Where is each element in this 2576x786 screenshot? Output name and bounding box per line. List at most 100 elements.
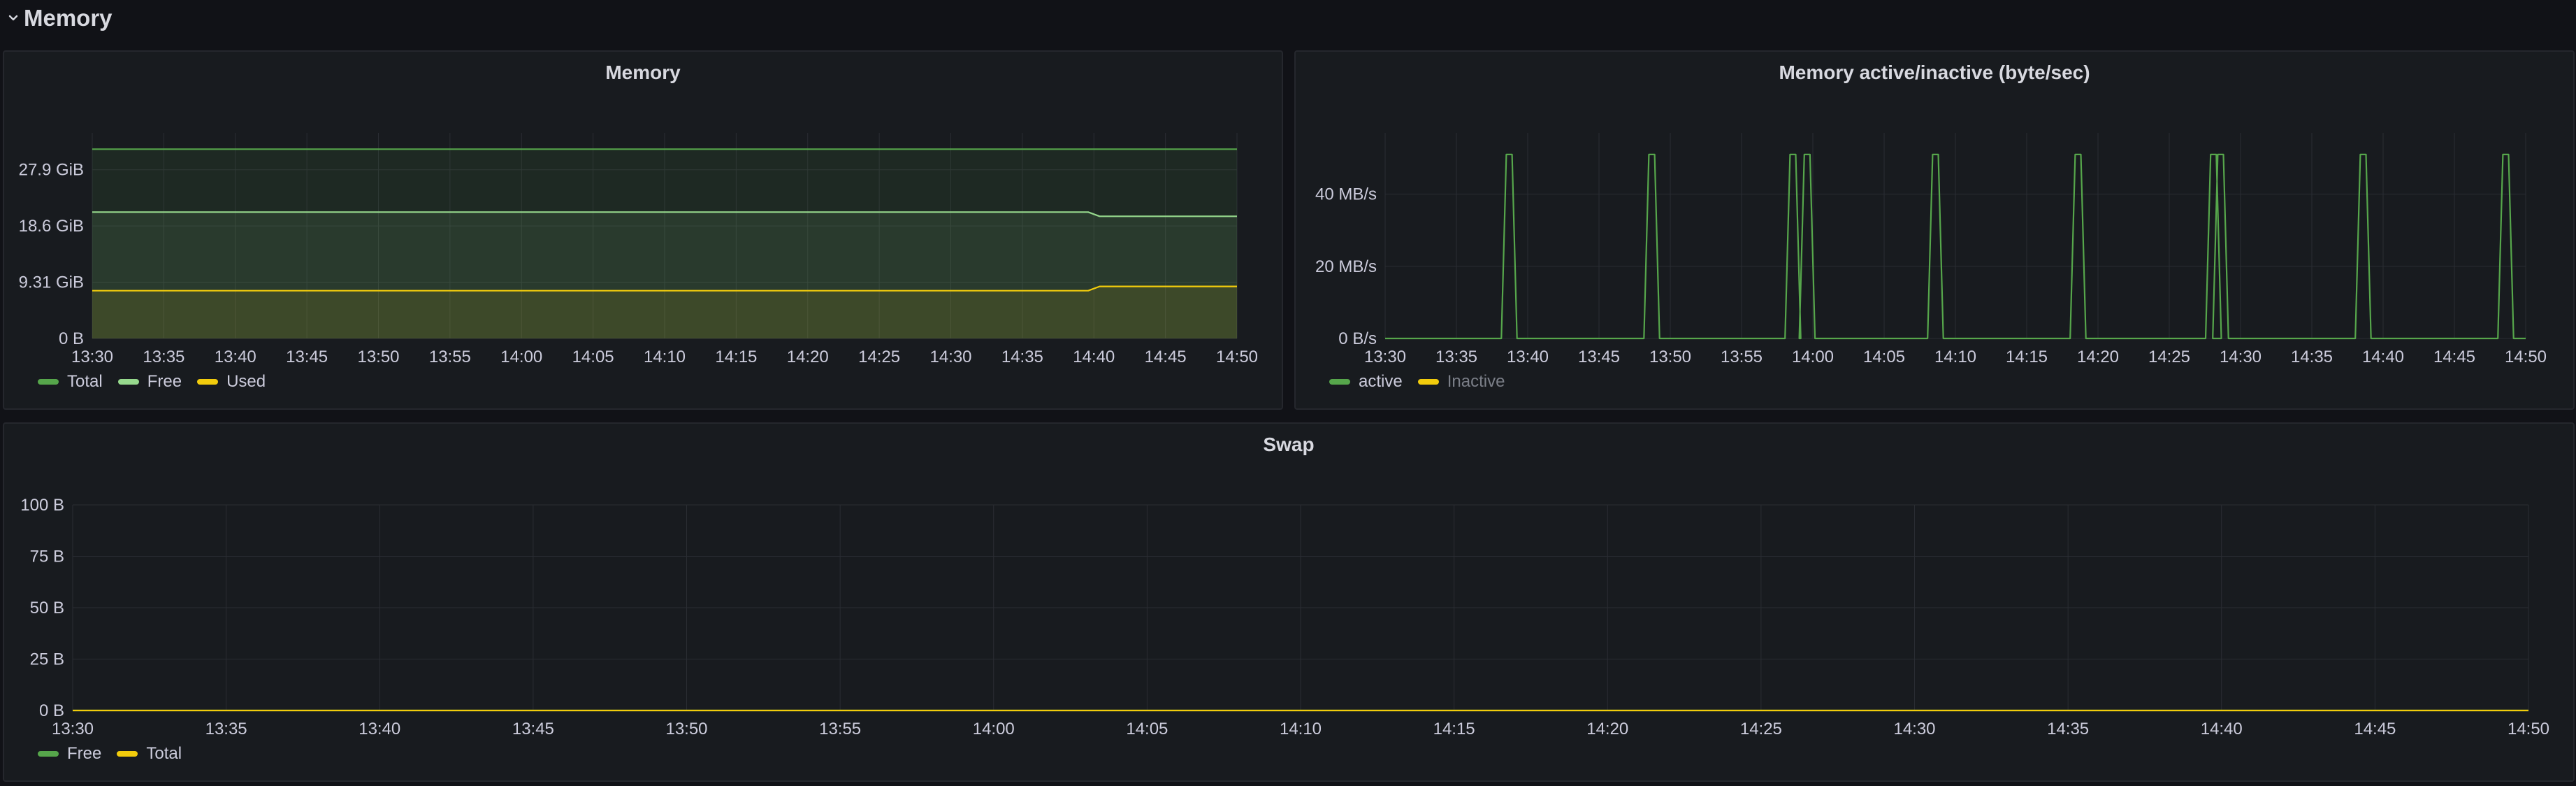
series-line-active bbox=[1385, 153, 2526, 340]
x-tick-label: 14:50 bbox=[1216, 348, 1258, 366]
row-header-memory[interactable]: Memory bbox=[0, 0, 2576, 36]
x-tick-label: 13:45 bbox=[512, 720, 554, 738]
x-tick-label: 14:05 bbox=[572, 348, 614, 366]
legend-swatch bbox=[38, 751, 59, 757]
x-tick-label: 14:25 bbox=[858, 348, 900, 366]
legend-item-used[interactable]: Used bbox=[197, 372, 266, 392]
y-tick-label: 20 MB/s bbox=[1315, 257, 1377, 276]
x-tick-label: 14:35 bbox=[1001, 348, 1043, 366]
series-line-free bbox=[92, 211, 1237, 217]
x-tick-label: 14:10 bbox=[1934, 348, 1976, 366]
x-tick-label: 14:10 bbox=[644, 348, 686, 366]
x-tick-label: 13:40 bbox=[1507, 348, 1549, 366]
x-tick-label: 13:55 bbox=[1721, 348, 1763, 366]
legend-swatch bbox=[117, 751, 138, 757]
memory-chart[interactable]: 13:30 13:35 13:40 13:45 13:50 13:55 14:00 14:05… bbox=[4, 52, 1285, 411]
x-tick-label: 14:30 bbox=[1893, 720, 1935, 738]
panel-title[interactable]: Swap bbox=[1263, 434, 1315, 455]
x-tick-label: 13:55 bbox=[819, 720, 861, 738]
x-tick-label: 13:30 bbox=[1364, 348, 1406, 366]
legend-swatch bbox=[38, 379, 59, 385]
x-tick-label: 14:40 bbox=[2201, 720, 2243, 738]
x-tick-label: 14:05 bbox=[1863, 348, 1905, 366]
x-tick-label: 14:20 bbox=[2077, 348, 2119, 366]
series-area-free bbox=[92, 212, 1237, 338]
y-tick-label: 0 B bbox=[39, 701, 64, 720]
y-tick-label: 40 MB/s bbox=[1315, 185, 1377, 204]
legend-swatch bbox=[197, 379, 219, 385]
x-tick-label: 14:15 bbox=[1433, 720, 1475, 738]
x-tick-label: 13:30 bbox=[52, 720, 94, 738]
x-tick-label: 14:45 bbox=[2354, 720, 2396, 738]
swap-chart[interactable]: 13:30 13:35 13:40 13:45 13:50 13:55 14:00 14:05… bbox=[4, 424, 2576, 783]
y-tick-label: 0 B/s bbox=[1338, 329, 1377, 348]
x-tick-label: 13:45 bbox=[286, 348, 328, 366]
x-tick-label: 14:30 bbox=[929, 348, 971, 366]
legend-label: Total bbox=[146, 744, 182, 763]
panel-memory[interactable]: Memory 13:30 13:35 13:40 13:45 13:50 13:55 14:… bbox=[3, 50, 1283, 410]
x-tick-label: 14:15 bbox=[715, 348, 757, 366]
x-tick-label: 14:05 bbox=[1126, 720, 1168, 738]
x-tick-label: 14:45 bbox=[1145, 348, 1187, 366]
legend-item-free[interactable]: Free bbox=[38, 744, 101, 764]
x-tick-label: 14:10 bbox=[1280, 720, 1322, 738]
legend-item-total[interactable]: Total bbox=[117, 744, 182, 764]
legend-item-inactive[interactable]: Inactive bbox=[1417, 372, 1505, 392]
panel-title[interactable]: Memory active/inactive (byte/sec) bbox=[1779, 62, 2090, 83]
legend-swatch bbox=[1417, 379, 1439, 385]
legend-label: Total bbox=[67, 372, 103, 391]
y-tick-label: 27.9 GiB bbox=[19, 161, 84, 180]
y-tick-label: 75 B bbox=[30, 548, 64, 566]
x-tick-label: 14:20 bbox=[1586, 720, 1628, 738]
x-tick-label: 14:00 bbox=[500, 348, 542, 366]
x-tick-label: 14:15 bbox=[2006, 348, 2048, 366]
chevron-down-icon[interactable] bbox=[4, 0, 24, 36]
legend: Total Free Used bbox=[38, 372, 266, 392]
x-tick-label: 14:25 bbox=[2148, 348, 2190, 366]
y-tick-label: 25 B bbox=[30, 650, 64, 669]
x-tick-label: 14:00 bbox=[1792, 348, 1834, 366]
x-tick-label: 13:40 bbox=[215, 348, 256, 366]
legend-label: Inactive bbox=[1447, 372, 1505, 391]
x-tick-label: 14:25 bbox=[1740, 720, 1782, 738]
legend-item-free[interactable]: Free bbox=[117, 372, 182, 392]
x-tick-label: 14:40 bbox=[2362, 348, 2404, 366]
x-tick-label: 14:35 bbox=[2291, 348, 2333, 366]
series-area-used bbox=[92, 286, 1237, 338]
y-tick-label: 0 B bbox=[59, 329, 84, 348]
x-tick-label: 14:00 bbox=[973, 720, 1015, 738]
legend-label: Free bbox=[147, 372, 182, 391]
x-tick-label: 13:40 bbox=[359, 720, 400, 738]
x-tick-label: 13:30 bbox=[71, 348, 113, 366]
legend-item-active[interactable]: active bbox=[1329, 372, 1403, 392]
y-tick-label: 9.31 GiB bbox=[19, 273, 84, 292]
y-tick-label: 50 B bbox=[30, 599, 64, 617]
legend: active Inactive bbox=[1329, 372, 1505, 392]
x-tick-label: 13:35 bbox=[143, 348, 184, 366]
y-tick-label: 100 B bbox=[20, 496, 64, 515]
x-tick-label: 14:30 bbox=[2220, 348, 2262, 366]
legend-label: Used bbox=[226, 372, 266, 391]
panel-swap[interactable]: Swap 13:30 13:35 13:40 13:45 13:50 13:55 14:00… bbox=[3, 422, 2575, 782]
legend-item-total[interactable]: Total bbox=[38, 372, 103, 392]
panel-memory-active-inactive[interactable]: Memory active/inactive (byte/sec) 13:30 1… bbox=[1294, 50, 2575, 410]
x-tick-label: 14:50 bbox=[2508, 720, 2549, 738]
row-title: Memory bbox=[24, 5, 113, 31]
x-tick-label: 13:35 bbox=[205, 720, 247, 738]
panel-title[interactable]: Memory bbox=[605, 62, 681, 83]
x-tick-label: 13:50 bbox=[665, 720, 707, 738]
series-line-used bbox=[92, 285, 1237, 292]
legend-swatch bbox=[117, 379, 139, 385]
x-tick-label: 14:50 bbox=[2505, 348, 2547, 366]
memory-active-chart[interactable]: 13:30 13:35 13:40 13:45 13:50 13:55 14:00 14:05… bbox=[1296, 52, 2576, 411]
x-tick-label: 14:20 bbox=[787, 348, 829, 366]
y-tick-label: 18.6 GiB bbox=[19, 217, 84, 236]
x-tick-label: 13:55 bbox=[429, 348, 471, 366]
x-tick-label: 13:35 bbox=[1435, 348, 1477, 366]
legend-label: active bbox=[1359, 372, 1403, 391]
x-tick-label: 13:45 bbox=[1578, 348, 1620, 366]
legend: Free Total bbox=[38, 744, 182, 764]
x-tick-label: 14:35 bbox=[2047, 720, 2089, 738]
x-tick-label: 13:50 bbox=[1649, 348, 1691, 366]
x-tick-label: 13:50 bbox=[357, 348, 399, 366]
